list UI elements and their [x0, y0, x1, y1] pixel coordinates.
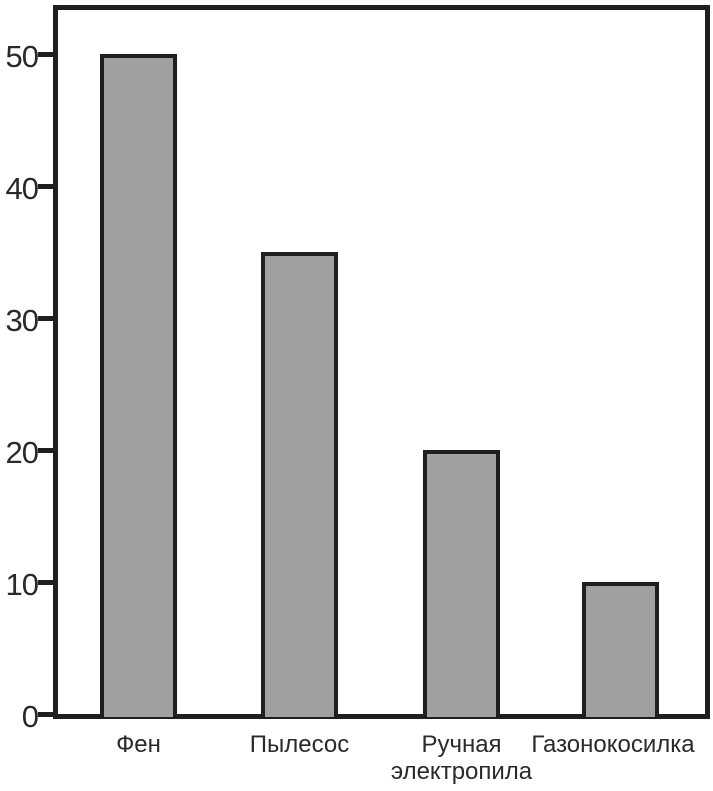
- bar-4: [582, 582, 659, 717]
- y-tick-mark-0: [38, 712, 56, 717]
- bar-2: [261, 252, 338, 717]
- x-category-label-4: Газонокосилка: [531, 731, 695, 758]
- bar-1: [100, 54, 177, 717]
- y-tick-mark-30: [38, 316, 56, 321]
- y-tick-label-20: 20: [5, 435, 39, 470]
- y-tick-label-30: 30: [5, 303, 39, 338]
- y-tick-label-50: 50: [5, 39, 39, 74]
- y-tick-mark-10: [38, 580, 56, 585]
- y-tick-label-10: 10: [5, 567, 39, 602]
- x-category-label-1: Фен: [116, 731, 161, 758]
- y-tick-mark-50: [38, 52, 56, 57]
- y-tick-label-0: 0: [21, 699, 39, 734]
- bar-3: [423, 450, 500, 717]
- x-category-label-3: Ручная электропила: [390, 731, 533, 785]
- x-category-label-2: Пылесос: [249, 731, 350, 758]
- y-tick-mark-20: [38, 448, 56, 453]
- y-tick-label-40: 40: [5, 171, 39, 206]
- y-tick-mark-40: [38, 184, 56, 189]
